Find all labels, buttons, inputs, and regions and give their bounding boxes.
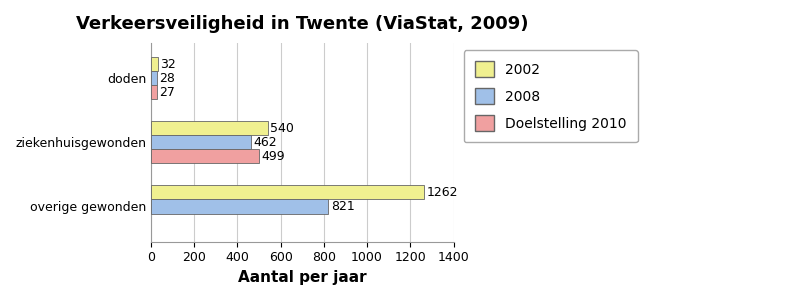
- Bar: [151, 121, 268, 135]
- Bar: [151, 200, 328, 214]
- Bar: [151, 71, 157, 85]
- Legend: 2002, 2008, Doelstelling 2010: 2002, 2008, Doelstelling 2010: [463, 50, 638, 142]
- Text: 540: 540: [270, 122, 294, 135]
- Text: 28: 28: [159, 72, 175, 85]
- Text: 462: 462: [254, 136, 277, 149]
- Title: Verkeersveiligheid in Twente (ViaStat, 2009): Verkeersveiligheid in Twente (ViaStat, 2…: [76, 15, 529, 33]
- Bar: [151, 185, 424, 200]
- Bar: [151, 57, 158, 71]
- Text: 27: 27: [159, 86, 175, 99]
- Text: 821: 821: [331, 200, 354, 213]
- X-axis label: Aantal per jaar: Aantal per jaar: [238, 270, 366, 285]
- Bar: [151, 135, 250, 149]
- Bar: [151, 149, 258, 164]
- Text: 32: 32: [160, 58, 176, 70]
- Bar: [151, 85, 157, 99]
- Text: 1262: 1262: [426, 186, 458, 199]
- Text: 499: 499: [262, 150, 285, 163]
